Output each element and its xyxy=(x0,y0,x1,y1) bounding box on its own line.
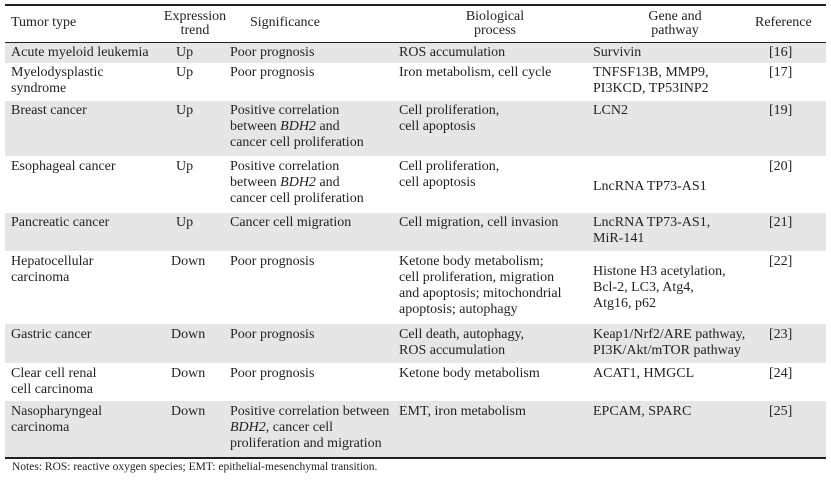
cell-significance: Positive correlation between BDH2 and ca… xyxy=(230,159,364,206)
cell-gene: Keap1/Nrf2/ARE pathway, PI3K/Akt/mTOR pa… xyxy=(593,327,746,358)
cell-trend: Down xyxy=(171,366,206,381)
cell-gene: TNFSF13B, MMP9, PI3KCD, TP53INP2 xyxy=(593,65,709,96)
table-row: Clear cell renal cell carcinoma Down Poo… xyxy=(5,363,826,401)
header-tumor-type: Tumor type xyxy=(11,15,77,30)
cell-process: Cell death, autophagy, ROS accumulation xyxy=(399,327,525,358)
cell-ref: [21] xyxy=(769,215,793,230)
cell-trend: Down xyxy=(171,404,206,419)
cell-significance: Poor prognosis xyxy=(230,327,315,342)
cell-tumor: Nasopharyngeal carcinoma xyxy=(11,404,102,435)
cell-trend: Up xyxy=(176,45,194,60)
table-row: Gastric cancer Down Poor prognosis Cell … xyxy=(5,324,826,363)
cell-ref: [25] xyxy=(769,404,793,419)
table-row: Myelodysplastic syndrome Up Poor prognos… xyxy=(5,63,826,101)
cell-trend: Down xyxy=(171,327,206,342)
cell-process: Cell proliferation, cell apoptosis xyxy=(399,159,500,190)
header-significance: Significance xyxy=(250,15,320,30)
top-rule xyxy=(5,4,826,6)
cell-tumor: Esophageal cancer xyxy=(11,159,116,174)
cell-gene: Histone H3 acetylation, Bcl-2, LC3, Atg4… xyxy=(593,264,726,311)
cell-tumor: Gastric cancer xyxy=(11,327,92,342)
cell-significance: Positive correlation between BDH2, cance… xyxy=(230,404,390,451)
cell-significance: Poor prognosis xyxy=(230,366,315,381)
cell-tumor: Acute myeloid leukemia xyxy=(11,45,149,60)
cell-process: Ketone body metabolism; cell proliferati… xyxy=(399,254,562,317)
table-row: Esophageal cancer Up Positive correlatio… xyxy=(5,156,826,213)
cell-significance: Poor prognosis xyxy=(230,65,315,80)
cell-significance: Positive correlation between BDH2 and ca… xyxy=(230,103,364,150)
cell-tumor: Clear cell renal cell carcinoma xyxy=(11,366,97,397)
table-notes: Notes: ROS: reactive oxygen species; EMT… xyxy=(12,461,378,473)
header-rule xyxy=(5,42,826,43)
cell-tumor: Pancreatic cancer xyxy=(11,215,110,230)
table-row: Breast cancer Up Positive correlation be… xyxy=(5,101,826,156)
cell-gene: LncRNA TP73-AS1 xyxy=(593,179,707,194)
cell-tumor: Breast cancer xyxy=(11,103,87,118)
cell-ref: [19] xyxy=(769,103,793,118)
cell-trend: Up xyxy=(176,159,194,174)
cell-gene: EPCAM, SPARC xyxy=(593,404,692,419)
cell-ref: [22] xyxy=(769,254,793,269)
cell-process: Cell migration, cell invasion xyxy=(399,215,559,230)
cell-significance: Poor prognosis xyxy=(230,45,315,60)
cell-significance: Poor prognosis xyxy=(230,254,315,269)
header-row: Tumor type Expression trend Significance… xyxy=(5,6,826,42)
gene-italic: BDH2 xyxy=(280,175,316,190)
cell-ref: [23] xyxy=(769,327,793,342)
cell-process: Cell proliferation, cell apoptosis xyxy=(399,103,500,134)
cell-tumor: Myelodysplastic syndrome xyxy=(11,65,104,96)
cell-ref: [17] xyxy=(769,65,793,80)
gene-italic: BDH2 xyxy=(280,119,316,134)
header-expression-trend: Expression trend xyxy=(163,9,227,38)
header-reference: Reference xyxy=(755,15,812,30)
header-biological-process: Biological process xyxy=(465,9,525,38)
cell-ref: [20] xyxy=(769,159,793,174)
table-row: Hepatocellular carcinoma Down Poor progn… xyxy=(5,251,826,324)
cell-trend: Down xyxy=(171,254,206,269)
table-row: Pancreatic cancer Up Cancer cell migrati… xyxy=(5,213,826,251)
cell-gene: LCN2 xyxy=(593,103,628,118)
cell-ref: [24] xyxy=(769,366,793,381)
cell-trend: Up xyxy=(176,65,194,80)
cell-trend: Up xyxy=(176,103,194,118)
cell-gene: Survivin xyxy=(593,45,642,60)
cell-gene: ACAT1, HMGCL xyxy=(593,366,695,381)
gene-italic: BDH2 xyxy=(230,420,266,435)
cell-process: ROS accumulation xyxy=(399,45,506,60)
cell-ref: [16] xyxy=(769,45,793,60)
cell-significance: Cancer cell migration xyxy=(230,215,352,230)
table-row: Nasopharyngeal carcinoma Down Positive c… xyxy=(5,401,826,457)
cell-gene: LncRNA TP73-AS1, MiR-141 xyxy=(593,215,711,246)
cell-process: Iron metabolism, cell cycle xyxy=(399,65,552,80)
bottom-rule xyxy=(5,457,826,459)
header-gene-pathway: Gene and pathway xyxy=(648,9,702,38)
cell-process: Ketone body metabolism xyxy=(399,366,540,381)
cell-trend: Up xyxy=(176,215,194,230)
cell-tumor: Hepatocellular carcinoma xyxy=(11,254,94,285)
table-row: Acute myeloid leukemia Up Poor prognosis… xyxy=(5,43,826,63)
cell-process: EMT, iron metabolism xyxy=(399,404,526,419)
